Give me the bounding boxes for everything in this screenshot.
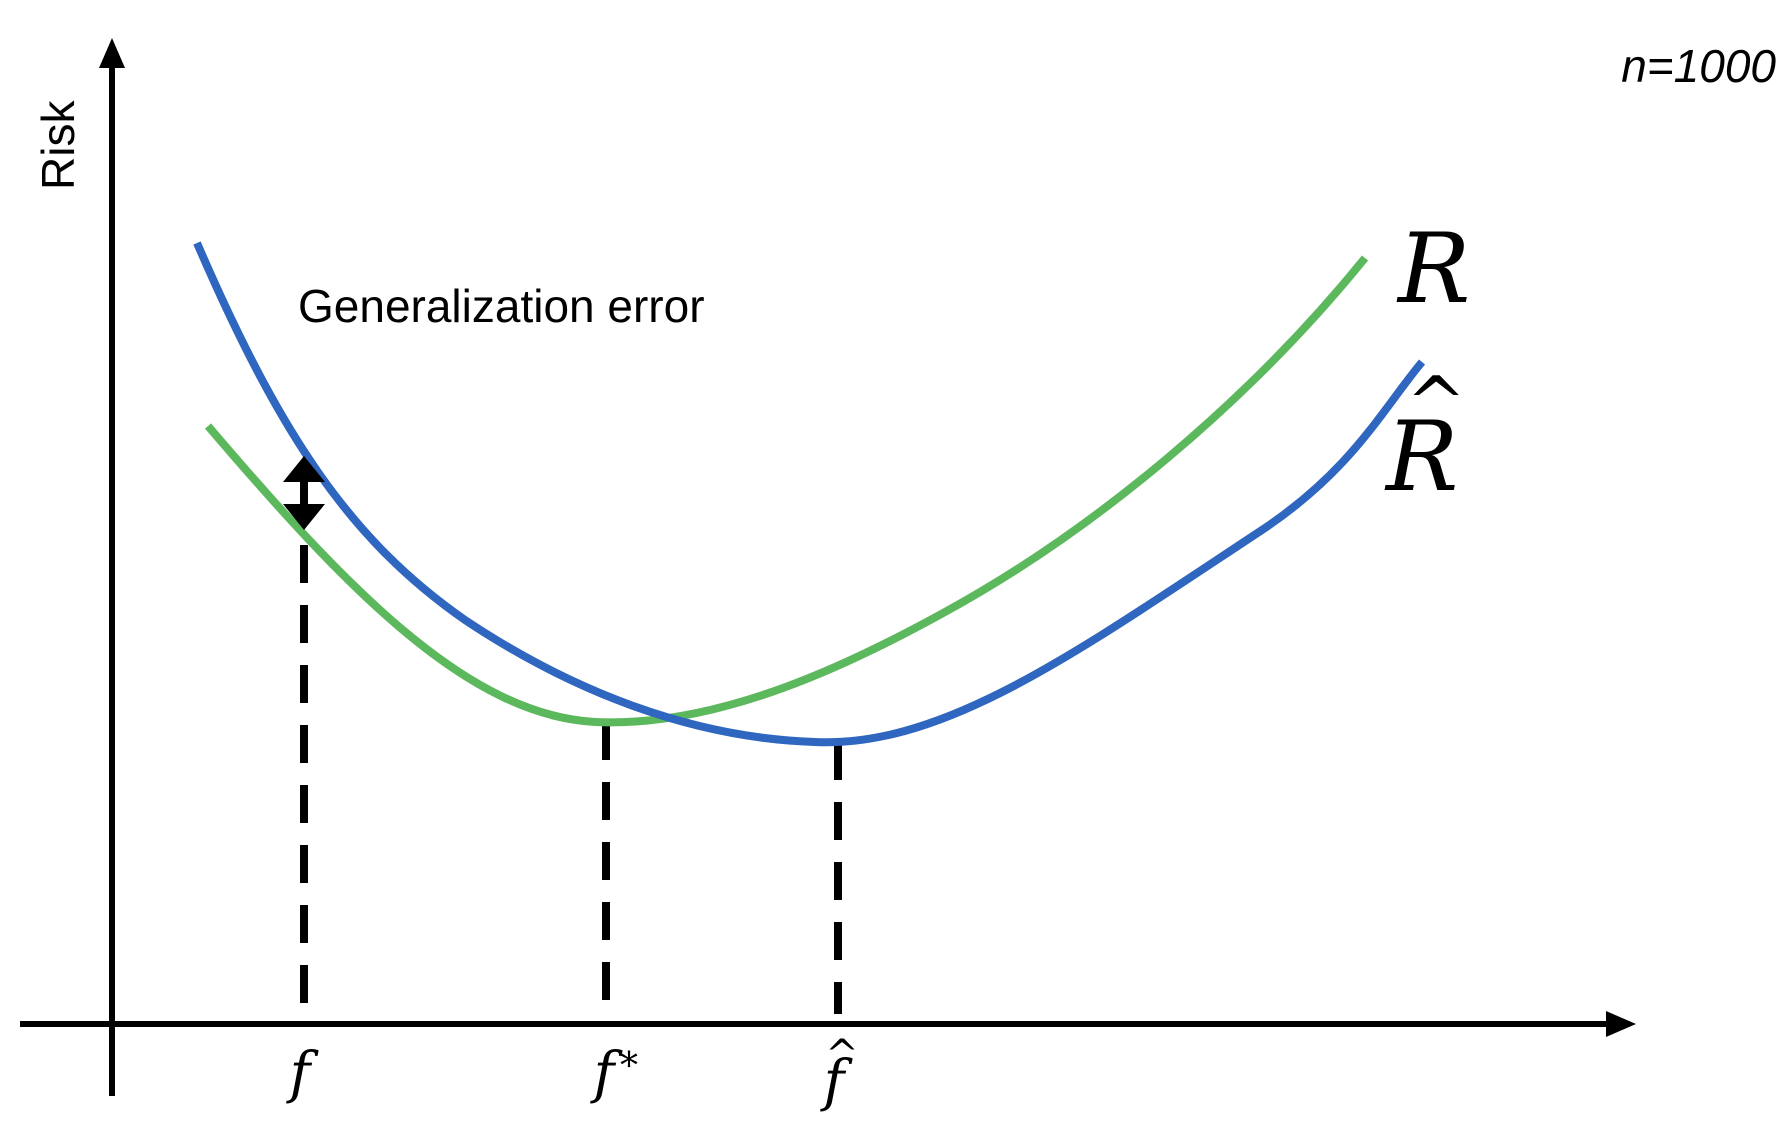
marker-label-f-star-group: f * <box>590 1041 638 1106</box>
empirical-risk-label-group: ^ R <box>1384 361 1466 513</box>
axes <box>20 38 1636 1096</box>
generalization-error-arrow <box>283 456 325 530</box>
arrow-head-up <box>283 456 325 482</box>
empirical-risk-curve <box>193 241 1426 747</box>
generalization-error-label: Generalization error <box>298 280 705 332</box>
arrow-head-down <box>283 504 325 530</box>
sample-size-label: n=1000 <box>1621 40 1776 92</box>
empirical-risk-label: R <box>1384 401 1458 513</box>
marker-label-f: f <box>286 1041 320 1106</box>
y-axis-label: Risk <box>32 100 84 190</box>
empirical-risk-hat: ^ <box>1406 361 1466 445</box>
marker-label-f-star: f <box>590 1041 624 1106</box>
marker-label-f-hat-group: ^ f <box>820 1032 859 1114</box>
x-axis-arrowhead <box>1606 1011 1636 1037</box>
true-risk-label: R <box>1396 213 1470 325</box>
y-axis-arrowhead <box>99 38 125 68</box>
marker-label-f-star-superscript: * <box>620 1046 638 1087</box>
marker-label-f-hat-accent: ^ <box>825 1032 859 1078</box>
true-risk-curve <box>204 255 1369 727</box>
dashed-markers <box>300 545 842 1014</box>
